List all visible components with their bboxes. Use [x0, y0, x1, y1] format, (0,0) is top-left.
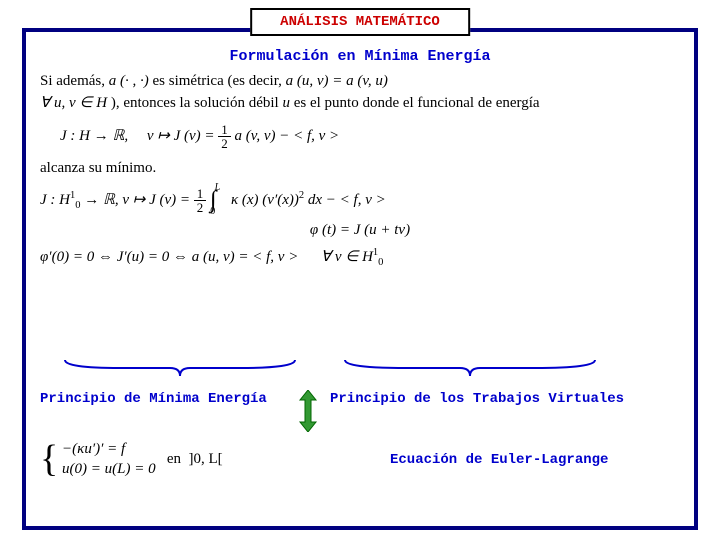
J1-a: J : H → ℝ,	[60, 127, 128, 143]
underbrace-right-icon	[340, 358, 600, 380]
J2-a: J : H	[40, 192, 70, 208]
J2-b: → ℝ, v ↦ J (v) =	[84, 192, 194, 208]
frac-num: 1	[218, 123, 231, 137]
frac-den2: 2	[194, 201, 207, 214]
sym-a-uv: a (u, v) = a (v, u)	[286, 73, 388, 89]
sym-a-bilinear: a (· , ·)	[109, 73, 149, 89]
math-J-specific: J : H10 → ℝ, v ↦ J (v) = 1 2 ∫L0 κ (x) (…	[40, 187, 680, 214]
euler-line1: −(κu′)′ = f	[62, 441, 125, 457]
section-heading: Formulación en Mínima Energía	[40, 48, 680, 65]
underbrace-left-icon	[60, 358, 300, 380]
p1-c: ), entonces la solución débil	[111, 95, 283, 111]
p1-b: es simétrica (es decir,	[153, 73, 286, 89]
J1-b: v ↦ J (v) =	[147, 127, 218, 143]
frac-num2: 1	[194, 187, 207, 201]
J2-c-sup: 2	[299, 190, 304, 201]
sym-u: u	[282, 95, 290, 111]
principles-row: Principio de Mínima Energía Principio de…	[40, 390, 700, 408]
euler-en: en	[167, 451, 181, 467]
slide-title: ANÁLISIS MATEMÁTICO	[280, 14, 440, 30]
bidirectional-arrow-icon	[298, 390, 318, 430]
math-equivalence: φ′(0) = 0 ⇔ J′(u) = 0 ⇔ a (u, v) = < f, …	[40, 247, 680, 268]
principle-min-energy: Principio de Mínima Energía	[40, 390, 280, 408]
J2-sub: 0	[75, 200, 80, 211]
frac-half-2: 1 2	[194, 187, 207, 214]
equiv-sub: 0	[378, 257, 383, 268]
euler-row: { −(κu′)′ = f u(0) = u(L) = 0 en ]0, L[ …	[40, 440, 700, 479]
paragraph-2: alcanza su mínimo.	[40, 158, 680, 180]
slide-title-box: ANÁLISIS MATEMÁTICO	[250, 8, 470, 36]
sym-forall-uv: ∀ u, v ∈ H	[40, 95, 107, 111]
J2-d: dx − < f, v >	[308, 192, 386, 208]
J2-c: κ (x) (v′(x))	[231, 192, 299, 208]
content-area: Formulación en Mínima Energía Si además,…	[40, 48, 680, 276]
principle-virtual-work: Principio de los Trabajos Virtuales	[330, 390, 630, 408]
int-lower: 0	[210, 206, 215, 217]
euler-lagrange-label: Ecuación de Euler-Lagrange	[390, 452, 608, 468]
brace-row	[60, 358, 660, 388]
J1-c: a (v, v) − < f, v >	[235, 127, 340, 143]
euler-equation: { −(κu′)′ = f u(0) = u(L) = 0 en ]0, L[	[40, 440, 330, 479]
left-brace-icon: {	[40, 444, 58, 474]
equiv-a: φ′(0) = 0 ⇔ J′(u) = 0 ⇔ a (u, v) = < f, …	[40, 249, 298, 265]
frac-den: 2	[218, 137, 231, 150]
euler-system: −(κu′)′ = f u(0) = u(L) = 0	[62, 440, 156, 479]
equiv-b: ∀ v ∈ H	[321, 249, 373, 265]
p1-d: es el punto donde el funcional de energí…	[294, 95, 540, 111]
euler-interval: ]0, L[	[189, 451, 223, 467]
frac-half-1: 1 2	[218, 123, 231, 150]
int-upper: L	[215, 182, 221, 193]
math-J-general: J : H → ℝ, v ↦ J (v) = 1 2 a (v, v) − < …	[60, 123, 680, 150]
math-phi: φ (t) = J (u + tv)	[40, 222, 680, 239]
p1-a: Si además,	[40, 73, 109, 89]
euler-line2: u(0) = u(L) = 0	[62, 461, 156, 477]
paragraph-1: Si además, a (· , ·) es simétrica (es de…	[40, 71, 680, 115]
